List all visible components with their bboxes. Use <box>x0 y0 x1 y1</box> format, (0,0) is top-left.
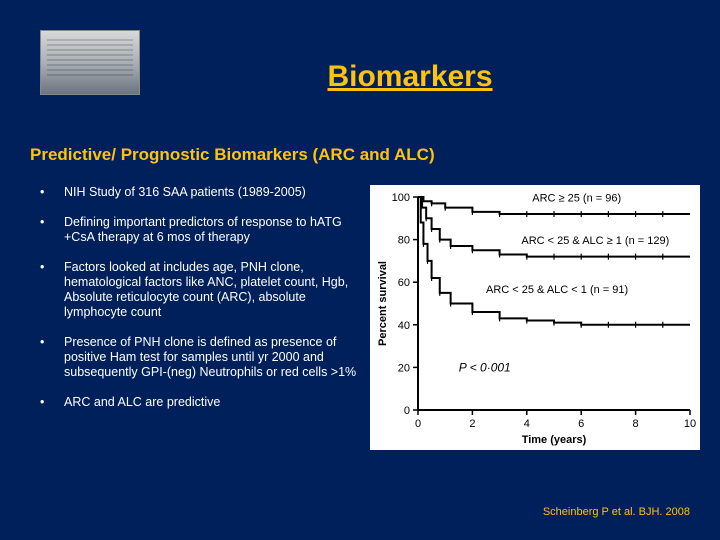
bullet-item: •ARC and ALC are predictive <box>40 395 360 410</box>
svg-text:ARC ≥ 25 (n = 96): ARC ≥ 25 (n = 96) <box>532 192 621 204</box>
svg-text:80: 80 <box>398 235 410 247</box>
bullet-text: ARC and ALC are predictive <box>64 395 360 410</box>
citation-text: Scheinberg P et al. BJH. 2008 <box>543 506 690 518</box>
bullet-item: •Defining important predictors of respon… <box>40 215 360 245</box>
svg-text:100: 100 <box>392 192 410 204</box>
bullet-text: Defining important predictors of respons… <box>64 215 360 245</box>
svg-text:ARC < 25 & ALC ≥ 1 (n = 129): ARC < 25 & ALC ≥ 1 (n = 129) <box>521 235 669 247</box>
svg-text:4: 4 <box>524 418 530 430</box>
svg-text:40: 40 <box>398 320 410 332</box>
svg-text:8: 8 <box>633 418 639 430</box>
bullet-item: •NIH Study of 316 SAA patients (1989-200… <box>40 185 360 200</box>
svg-text:0: 0 <box>415 418 421 430</box>
svg-text:Time (years): Time (years) <box>522 434 587 446</box>
bullet-item: •Factors looked at includes age, PNH clo… <box>40 260 360 320</box>
svg-text:20: 20 <box>398 362 410 374</box>
bullet-text: NIH Study of 316 SAA patients (1989-2005… <box>64 185 360 200</box>
bullet-text: Factors looked at includes age, PNH clon… <box>64 260 360 320</box>
bullet-text: Presence of PNH clone is defined as pres… <box>64 335 360 380</box>
svg-text:0: 0 <box>404 405 410 417</box>
bullet-marker: • <box>40 335 64 380</box>
slide-title: Biomarkers <box>327 60 492 93</box>
survival-chart: 0 20 40 60 80 100 0 2 4 6 8 10 Time (years) Percent s… <box>370 185 700 450</box>
bullet-marker: • <box>40 185 64 200</box>
bullet-list: •NIH Study of 316 SAA patients (1989-200… <box>40 185 360 425</box>
svg-text:P < 0·001: P < 0·001 <box>459 361 511 375</box>
bullet-marker: • <box>40 260 64 320</box>
svg-text:ARC < 25 & ALC < 1 (n = 91): ARC < 25 & ALC < 1 (n = 91) <box>486 284 628 296</box>
svg-text:6: 6 <box>578 418 584 430</box>
slide-subtitle: Predictive/ Prognostic Biomarkers (ARC a… <box>30 145 435 165</box>
bullet-marker: • <box>40 395 64 410</box>
svg-text:10: 10 <box>684 418 696 430</box>
svg-text:2: 2 <box>469 418 475 430</box>
slide-title-container: Biomarkers <box>0 60 720 94</box>
bullet-marker: • <box>40 215 64 245</box>
svg-text:60: 60 <box>398 277 410 289</box>
bullet-item: •Presence of PNH clone is defined as pre… <box>40 335 360 380</box>
svg-text:Percent survival: Percent survival <box>377 261 389 346</box>
